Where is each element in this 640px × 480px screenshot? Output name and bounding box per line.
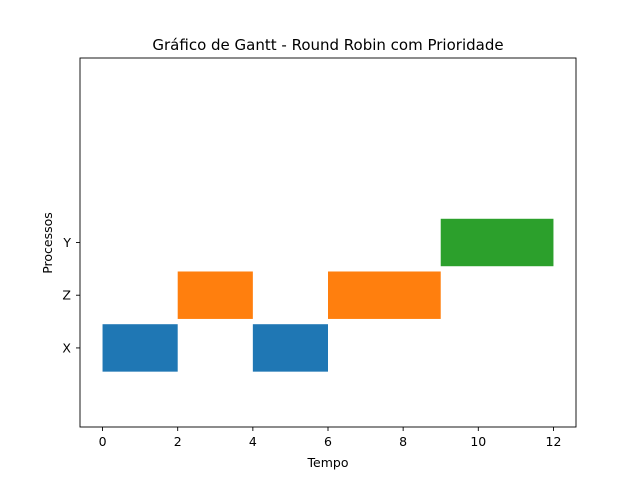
x-axis-label: Tempo — [307, 455, 349, 470]
x-tick-label: 0 — [99, 434, 107, 449]
x-tick-label: 10 — [470, 434, 486, 449]
x-tick-label: 4 — [249, 434, 257, 449]
y-tick-label: X — [62, 340, 71, 355]
gantt-bar-x-0 — [102, 324, 178, 372]
x-tick-label: 6 — [324, 434, 332, 449]
y-axis-label: Processos — [40, 212, 55, 274]
bars-group — [102, 218, 554, 372]
chart-title: Gráfico de Gantt - Round Robin com Prior… — [152, 36, 503, 54]
gantt-bar-x-2 — [252, 324, 328, 372]
y-tick-label: Y — [62, 235, 71, 250]
x-tick-label: 2 — [174, 434, 182, 449]
gantt-bar-y-4 — [440, 218, 554, 267]
x-axis: 0 2 4 6 8 10 12 — [99, 427, 562, 449]
y-tick-label: Z — [62, 288, 71, 303]
gantt-bar-z-3 — [328, 271, 441, 319]
x-tick-label: 8 — [399, 434, 407, 449]
gantt-bar-z-1 — [177, 271, 253, 319]
y-axis: X Z Y — [62, 235, 80, 355]
x-tick-label: 12 — [546, 434, 562, 449]
